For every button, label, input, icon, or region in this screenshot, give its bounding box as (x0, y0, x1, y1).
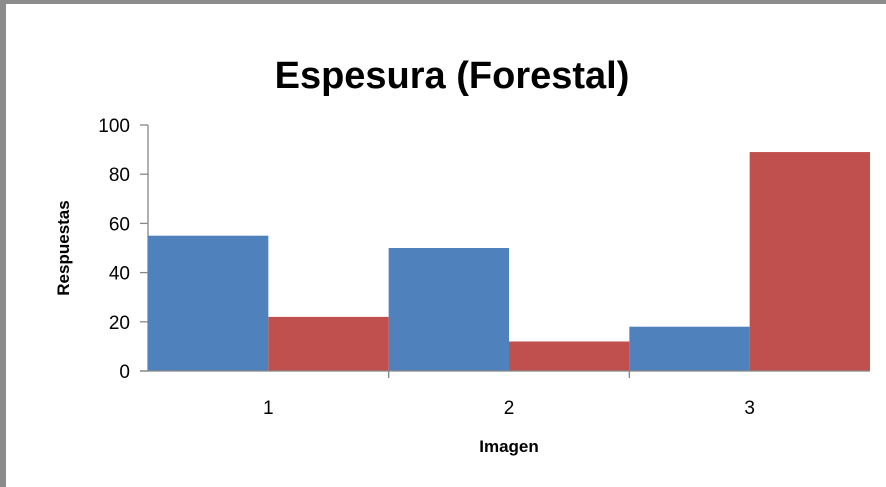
chart-title: Espesura (Forestal) (275, 55, 630, 97)
bars-group (148, 152, 870, 371)
y-tick-label: 40 (109, 264, 130, 285)
y-tick-label: 80 (109, 165, 130, 186)
y-tick-label: 60 (109, 214, 130, 235)
y-tick-label: 0 (119, 362, 130, 383)
y-axis-label: Respuestas (54, 200, 73, 295)
x-tick-label: 1 (263, 398, 274, 419)
x-tick-label: 2 (504, 398, 515, 419)
bar-series-2-cat-3 (749, 152, 870, 371)
y-tick-label: 100 (98, 116, 130, 137)
bar-series-1-cat-2 (388, 248, 509, 371)
x-axis: 1 2 3 (140, 370, 870, 419)
bar-series-1-cat-3 (629, 326, 750, 371)
x-axis-label: Imagen (479, 437, 539, 456)
y-axis: 0 20 40 60 80 100 (98, 116, 149, 383)
bar-series-1-cat-1 (148, 235, 269, 371)
bar-series-2-cat-1 (268, 316, 389, 371)
bar-series-2-cat-2 (509, 341, 630, 371)
x-tick-label: 3 (744, 398, 755, 419)
y-tick-label: 20 (109, 313, 130, 334)
